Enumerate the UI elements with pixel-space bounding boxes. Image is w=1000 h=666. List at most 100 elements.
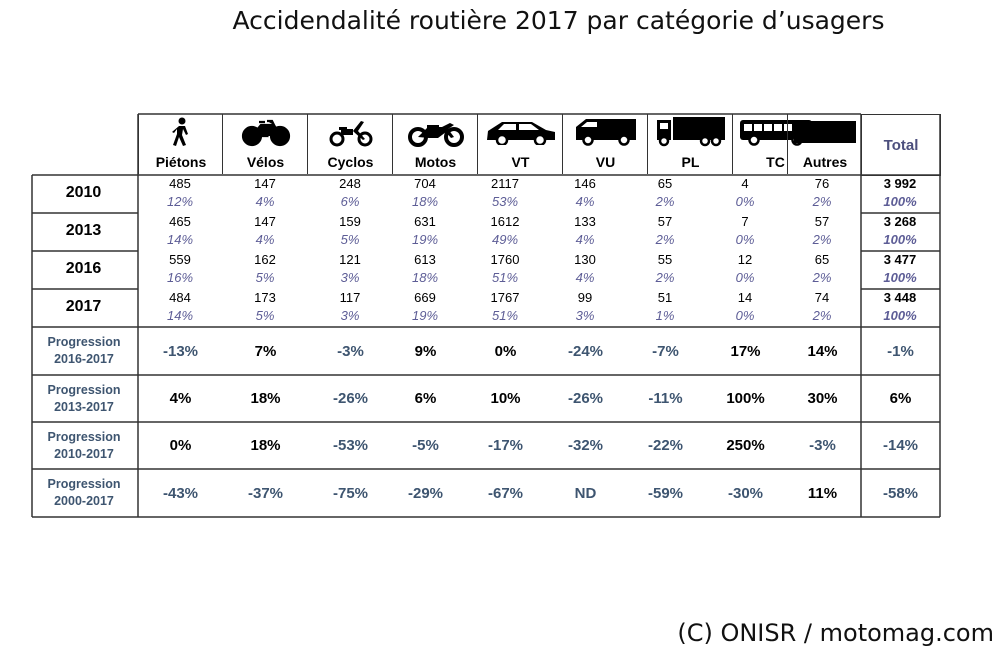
cell-share: 5% <box>255 308 275 323</box>
table-cell: 133 4% <box>545 213 625 249</box>
table-cell: 704 18% <box>385 175 465 211</box>
cell-share: 5% <box>255 270 275 285</box>
column-header-label: TC <box>766 154 785 170</box>
progression-value: 10% <box>490 390 521 407</box>
table-cell: 248 6% <box>310 175 390 211</box>
cell-count: 3 992 <box>883 176 917 191</box>
cell-share: 3% <box>340 270 360 285</box>
cell-share: 2% <box>812 232 832 247</box>
cell-count: 631 <box>414 214 436 229</box>
progression-value: 7% <box>254 342 277 360</box>
cell-count: 121 <box>339 252 361 267</box>
cell-share: 2% <box>812 270 832 285</box>
cell-share: 19% <box>411 232 439 247</box>
table-cell-total: 3 992 100% <box>861 175 939 211</box>
cell-count: 130 <box>574 252 596 267</box>
table-cell-total: 3 268 100% <box>861 213 939 249</box>
cell-count: 65 <box>657 176 673 191</box>
table-cell: 147 4% <box>225 213 305 249</box>
progression-value: -5% <box>412 437 439 454</box>
cell-share: 18% <box>411 194 439 209</box>
row-label-period: 2016-2017 <box>54 352 114 366</box>
progression-value: 9% <box>414 342 437 360</box>
progression-value: -32% <box>567 437 604 454</box>
table-cell: 74 2% <box>782 289 862 325</box>
row-label-line: Progression <box>47 429 121 444</box>
cell-count: 55 <box>657 252 673 267</box>
table-cell: 12 0% <box>705 251 785 287</box>
table-cell: 669 19% <box>385 289 465 325</box>
progression-value: -11% <box>648 390 683 407</box>
cell-share: 100% <box>883 232 917 247</box>
progression-value: -22% <box>647 437 684 454</box>
chart-title: Accidendalité routière 2017 par catégori… <box>232 6 885 35</box>
table-cell: 65 2% <box>782 251 862 287</box>
progression-value: -24% <box>567 342 604 360</box>
cell-count: 147 <box>254 214 276 229</box>
cell-share: 16% <box>166 270 194 285</box>
cell-share: 4% <box>255 194 275 209</box>
cell-count: 51 <box>657 290 673 305</box>
column-header-vélos: Vélos <box>222 114 308 174</box>
cell-share: 2% <box>812 308 832 323</box>
progression-value: 250% <box>726 437 765 454</box>
cell-count: 146 <box>574 176 596 191</box>
cell-share: 53% <box>491 194 519 209</box>
progression-value: 6% <box>414 390 437 407</box>
table-cell: 14 0% <box>705 289 785 325</box>
row-label-line: Progression <box>47 477 121 491</box>
cell-share: 4% <box>255 232 275 247</box>
column-header-autres: Autres <box>787 114 862 174</box>
cell-share: 49% <box>491 232 519 247</box>
column-header-total: Total <box>861 114 941 176</box>
table-cell: 57 2% <box>782 213 862 249</box>
table-cell: 51 1% <box>625 289 705 325</box>
cell-share: 100% <box>883 194 917 209</box>
cell-count: 12 <box>737 252 753 267</box>
cell-share: 14% <box>166 232 194 247</box>
cell-count: 7 <box>741 214 749 229</box>
progression-value: 4% <box>169 390 192 407</box>
progression-total: -58% <box>882 484 919 502</box>
row-label-period: 2000-2017 <box>54 494 114 508</box>
column-header-label: Cyclos <box>327 154 374 170</box>
table-cell: 613 18% <box>385 251 465 287</box>
progression-value: 11% <box>807 484 838 502</box>
cell-count: 159 <box>339 214 361 229</box>
progression-value: -26% <box>332 390 369 407</box>
progression-value: 18% <box>250 437 281 454</box>
table-cell: 173 5% <box>225 289 305 325</box>
progression-total: -14% <box>882 437 919 454</box>
row-label-year: 2013 <box>65 222 102 239</box>
progression-value: -13% <box>162 342 199 360</box>
cell-count: 1767 <box>490 290 520 305</box>
table-cell: 55 2% <box>625 251 705 287</box>
table-cell-total: 3 448 100% <box>861 289 939 325</box>
progression-value: -59% <box>647 484 684 502</box>
row-label-period: 2013-2017 <box>54 399 114 414</box>
cell-count: 173 <box>254 290 276 305</box>
cell-count: 704 <box>414 176 436 191</box>
cell-share: 0% <box>735 194 755 209</box>
motorcycle-icon <box>393 116 478 148</box>
table-cell: 159 5% <box>310 213 390 249</box>
row-label-progression: Progression 2010-2017 <box>32 422 136 469</box>
table-cell: 559 16% <box>140 251 220 287</box>
row-label-year: 2016 <box>65 260 102 277</box>
column-header-vt: VT <box>477 114 563 174</box>
cell-share: 2% <box>655 270 675 285</box>
column-header-label: Vélos <box>246 154 285 170</box>
progression-value: -26% <box>567 390 604 407</box>
column-header-motos: Motos <box>392 114 478 174</box>
cell-share: 6% <box>340 194 360 209</box>
row-label-year: 2010 <box>65 184 102 201</box>
progression-value: ND <box>574 484 597 502</box>
progression-value: -75% <box>332 484 369 502</box>
cell-count: 3 477 <box>883 252 917 267</box>
column-header-pl: PL <box>647 114 733 174</box>
row-label-period: 2010-2017 <box>54 446 114 461</box>
cell-count: 484 <box>169 290 191 305</box>
cell-share: 18% <box>411 270 439 285</box>
cell-count: 147 <box>254 176 276 191</box>
